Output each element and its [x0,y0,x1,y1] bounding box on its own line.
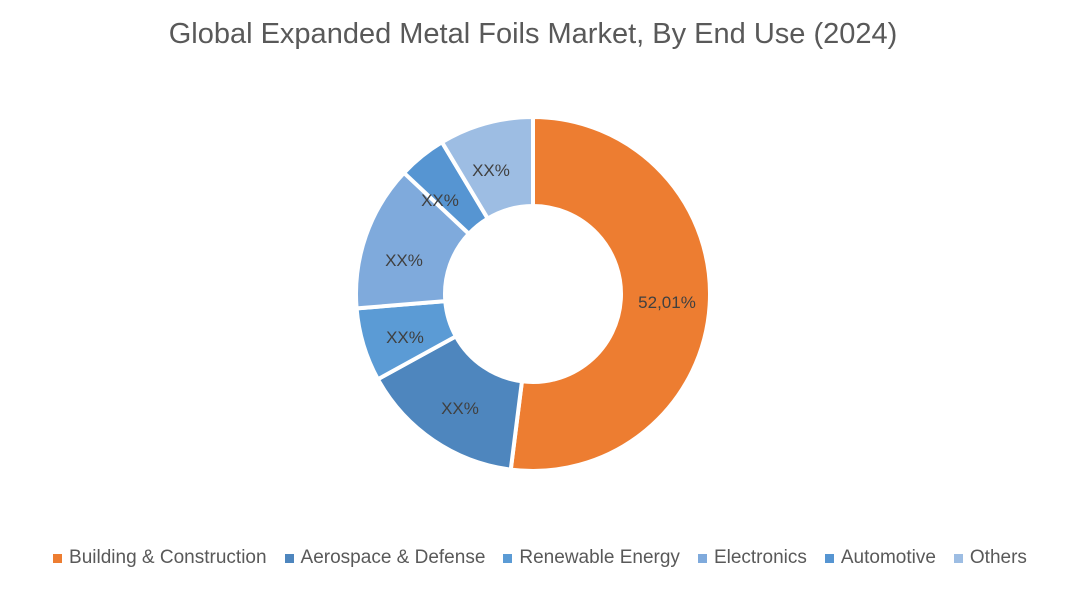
legend-item-others: Others [953,547,1027,569]
legend-label: Automotive [840,547,936,568]
slice-label-building: 52,01% [638,293,696,312]
legend-swatch-icon [953,553,963,563]
legend-label: Electronics [713,547,807,568]
legend-item-aerospace-defense: Aerospace & Defense [284,547,486,569]
legend-swatch-icon [824,553,834,563]
donut-slices [354,114,712,473]
legend-swatch-icon [697,553,707,563]
legend-label: Others [969,547,1027,568]
legend-label: Building & Construction [69,547,267,568]
legend-item-building-construction: Building & Construction [53,547,267,569]
donut-slice-others [439,114,535,222]
donut-slice-aerospace-defense [375,333,525,472]
legend-swatch-icon [284,553,294,563]
donut-slice-building-construction [508,114,712,473]
legend-swatch-icon [53,553,63,563]
legend-item-renewable-energy: Renewable Energy [503,547,680,569]
slice-label-renewable: XX% [386,328,424,347]
chart-legend: Building & Construction Aerospace & Defe… [0,547,1080,569]
chart-title: Global Expanded Metal Foils Market, By E… [168,18,898,50]
legend-swatch-icon [503,553,513,563]
donut-labels: 52,01% XX% XX% XX% XX% XX% [385,161,696,418]
slice-label-electronics: XX% [385,251,423,270]
legend-label: Renewable Energy [519,547,680,568]
slice-label-automotive: XX% [421,191,459,210]
legend-item-electronics: Electronics [697,547,807,569]
legend-item-automotive: Automotive [824,547,936,569]
slice-label-others: XX% [472,161,510,180]
legend-label: Aerospace & Defense [300,547,486,568]
slice-label-aerospace: XX% [441,399,479,418]
